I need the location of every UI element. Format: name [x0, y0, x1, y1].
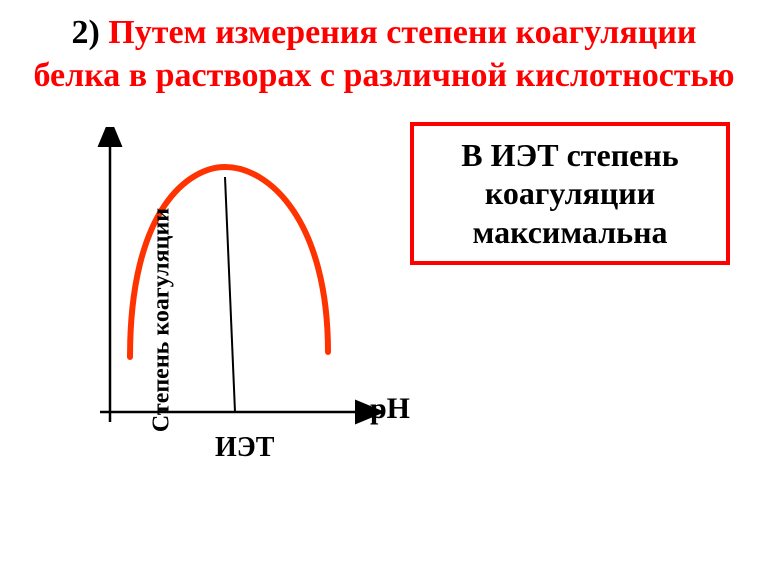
title-text: Путем измерения степени коагуляции белка…: [33, 14, 734, 94]
title-number: 2): [71, 14, 99, 51]
callout-box: В ИЭТ степень коагуляции максимальна: [410, 122, 730, 265]
coagulation-chart: Степень коагуляции pH ИЭТ: [80, 127, 400, 477]
callout-text: В ИЭТ степень коагуляции максимальна: [461, 137, 678, 250]
iet-label: ИЭТ: [215, 432, 274, 464]
chart-svg: [80, 127, 400, 477]
y-axis-label: Степень коагуляции: [149, 207, 176, 431]
slide-title: 2) Путем измерения степени коагуляции бе…: [0, 0, 768, 97]
x-axis-label: pH: [370, 392, 410, 426]
iet-marker-line: [225, 177, 235, 412]
content-area: Степень коагуляции pH ИЭТ В ИЭТ степень …: [0, 97, 768, 497]
